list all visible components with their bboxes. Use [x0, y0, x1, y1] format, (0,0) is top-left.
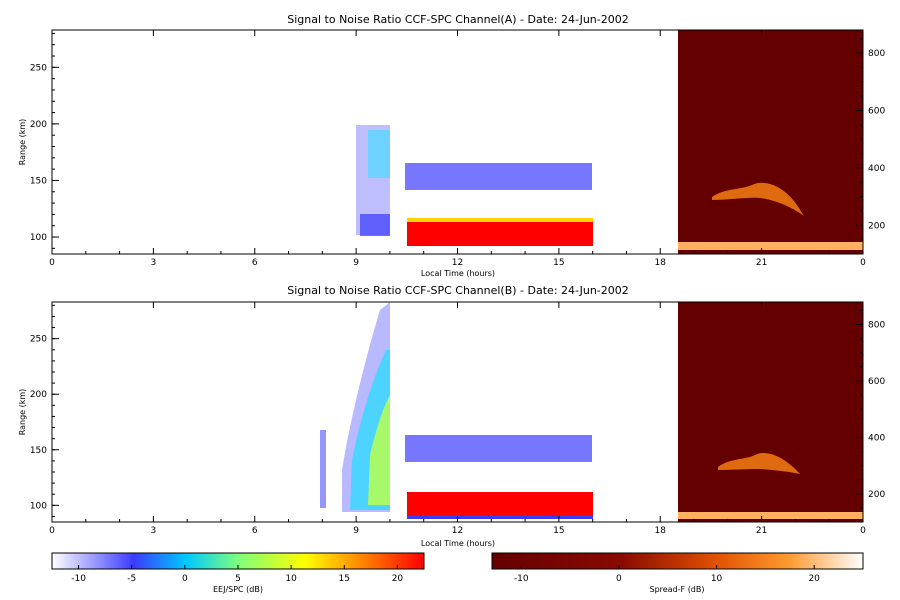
panel-b-x-tick-label: 3: [151, 526, 157, 536]
colorbar-ejspc-tick-label: -10: [71, 574, 86, 584]
panel-b-y-tick-label: 250: [30, 335, 47, 345]
panel-a-y-tick-label: 150: [30, 176, 47, 186]
colorbar-spreadf-tick-label: 20: [808, 574, 820, 584]
panel-b-y-tick-label: 150: [30, 446, 47, 456]
panel-a-right-y-tick-label: 400: [868, 164, 885, 174]
colorbar-ejspc-ticks: -10 -5 0 5 10 15 20: [71, 565, 403, 584]
panel-a-x-tick-label: 3: [151, 258, 157, 268]
panel-a-x-tick-label: 6: [252, 258, 258, 268]
colorbar-ejspc-tick-label: 10: [285, 574, 297, 584]
colorbar-spreadf-tick-label: 10: [711, 574, 723, 584]
panel-b: Signal to Noise Ratio CCF-SPC Channel(B)…: [18, 284, 885, 548]
panel-a-y-tick-label: 100: [30, 233, 47, 243]
panel-a-spreadf-bottom: [678, 242, 863, 250]
panel-a-x-tick-label: 15: [553, 258, 564, 268]
panel-b-x-tick-label: 15: [553, 526, 564, 536]
panel-a-y-ticks: 100 150 200 250: [30, 32, 59, 249]
panel-b-ylabel: Range (km): [18, 389, 27, 436]
panel-a-spreadf-echo: [712, 182, 804, 216]
panel-a-ejspc-upper-band: [405, 163, 592, 190]
panel-b-x-tick-label: 9: [353, 526, 359, 536]
panel-a-ejspc-red-edge: [407, 218, 593, 222]
panel-b-ejspc-core-hot: [368, 395, 390, 505]
colorbar-spreadf-label: Spread-F (dB): [649, 585, 704, 594]
panel-b-title: Signal to Noise Ratio CCF-SPC Channel(B)…: [287, 284, 629, 297]
colorbar-ejspc-tick-label: 0: [182, 574, 188, 584]
colorbar-spreadf-tick-label: 0: [616, 574, 622, 584]
panel-a-x-ticks: 0 3 6 9 12 15 18 21 0: [49, 30, 866, 268]
colorbar-ejspc-tick-label: 20: [392, 574, 404, 584]
panel-b-right-y-tick-label: 800: [868, 321, 885, 331]
panel-b-y-ticks: 100 150 200 250: [30, 304, 59, 517]
panel-a-ejspc-column: [368, 130, 390, 178]
panel-a-x-tick-label: 9: [353, 258, 359, 268]
panel-b-x-tick-label: 6: [252, 526, 258, 536]
panel-a-x-tick-label: 18: [655, 258, 667, 268]
colorbar-spreadf-gradient: [491, 552, 864, 570]
panel-b-x-tick-label: 12: [452, 526, 463, 536]
panel-a-xlabel: Local Time (hours): [421, 269, 495, 278]
panel-a-right-y-tick-label: 200: [868, 221, 885, 231]
panel-b-ejspc-upper-band: [405, 435, 592, 462]
panel-b-right-y-tick-label: 600: [868, 377, 885, 387]
panel-b-spreadf-block: [678, 302, 863, 522]
panel-a-y-tick-label: 200: [30, 120, 47, 130]
panel-b-ejspc-red-band: [407, 492, 593, 516]
panel-b-ejspc-red-edge: [407, 516, 593, 519]
panel-b-y-tick-label: 200: [30, 390, 47, 400]
panel-b-x-tick-label: 18: [655, 526, 667, 536]
panel-a-right-y-tick-label: 800: [868, 49, 885, 59]
colorbar-ejspc-tick-label: 5: [235, 574, 241, 584]
colorbar-ejspc-tick-label: -5: [127, 574, 136, 584]
panel-b-x-tick-label: 0: [860, 526, 866, 536]
panel-a-ylabel: Range (km): [18, 119, 27, 166]
panel-b-y-tick-label: 100: [30, 501, 47, 511]
panel-a-y-tick-label: 250: [30, 63, 47, 73]
panel-a-x-tick-label: 0: [860, 258, 866, 268]
panel-b-x-tick-label: 21: [756, 526, 767, 536]
panel-b-x-ticks: 0 3 6 9 12 15 18 21 0: [49, 302, 866, 536]
panel-a-ejspc-red-band: [407, 220, 593, 246]
panel-b-data: [320, 302, 863, 522]
panel-a-title: Signal to Noise Ratio CCF-SPC Channel(A)…: [287, 13, 628, 26]
panel-a-right-y-ticks: 200 400 600 800: [856, 38, 885, 241]
colorbar-spreadf-ticks: -10 0 10 20: [514, 565, 820, 584]
panel-a-spreadf-block: [678, 30, 863, 254]
panel-a-right-y-tick-label: 600: [868, 106, 885, 116]
panel-b-ejspc-streak: [320, 430, 326, 508]
colorbar-spreadf-tick-label: -10: [514, 574, 529, 584]
colorbar-ejspc-tick-label: 15: [339, 574, 350, 584]
panel-b-right-y-tick-label: 200: [868, 490, 885, 500]
panel-b-spreadf-bottom: [678, 512, 863, 519]
panel-a: Signal to Noise Ratio CCF-SPC Channel(A)…: [18, 13, 885, 278]
colorbar-ejspc-label: EEJ/SPC (dB): [213, 585, 263, 594]
panel-b-spreadf-echo: [718, 452, 800, 474]
panel-b-right-y-tick-label: 400: [868, 433, 885, 443]
panel-b-xlabel: Local Time (hours): [421, 539, 495, 548]
panel-a-x-tick-label: 0: [49, 258, 55, 268]
panel-b-x-tick-label: 0: [49, 526, 55, 536]
colorbar-spreadf: -10 0 10 20 Spread-F (dB): [491, 552, 864, 594]
panel-a-x-tick-label: 21: [756, 258, 767, 268]
panel-a-ejspc-lower: [360, 214, 390, 236]
panel-a-data: [356, 30, 863, 254]
panel-a-x-tick-label: 12: [452, 258, 463, 268]
panel-b-right-y-ticks: 200 400 600 800: [856, 309, 885, 509]
colorbar-ejspc: -10 -5 0 5 10 15 20 EEJ/SPC (dB): [51, 552, 425, 594]
